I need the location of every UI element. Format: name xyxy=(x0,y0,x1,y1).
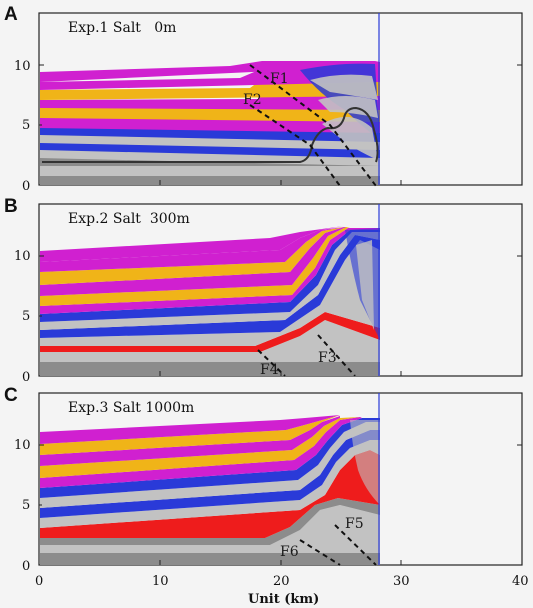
panel-title-a: Exp.1 Salt 0m xyxy=(68,20,176,36)
fault-label-f5: F5 xyxy=(345,516,364,532)
x-tick-10: 10 xyxy=(152,574,169,589)
panel-letter-a: A xyxy=(4,4,18,25)
y-tick-a-0: 0 xyxy=(22,179,30,194)
panel-b xyxy=(38,203,523,377)
strata-c xyxy=(40,415,380,565)
fault-line-f2 xyxy=(249,104,341,187)
panel-letter-b: B xyxy=(4,196,18,217)
strata-b xyxy=(40,226,380,376)
y-tick-5: 5 xyxy=(22,309,30,324)
fault-lines xyxy=(249,64,377,566)
y-tick-b-0: 0 xyxy=(22,370,30,385)
panel-title-b: Exp.2 Salt 300m xyxy=(68,211,190,227)
panel-a xyxy=(38,12,523,186)
y-tick-a-10: 10 xyxy=(14,59,31,74)
fault-label-f3: F3 xyxy=(318,350,337,366)
y-tick-c-0: 0 xyxy=(22,559,30,574)
strata-a xyxy=(40,61,380,185)
y-tick-5: 5 xyxy=(22,498,30,513)
x-tick-0: 0 xyxy=(35,574,43,589)
x-tick-20: 20 xyxy=(273,574,290,589)
x-axis: 0 10 20 30 40 Unit (km) xyxy=(35,180,529,607)
fault-label-f2: F2 xyxy=(243,92,262,108)
x-tick-40: 40 xyxy=(512,574,529,589)
y-tick-b-10: 10 xyxy=(14,249,31,264)
panel-letter-c: C xyxy=(4,385,18,406)
x-axis-label: Unit (km) xyxy=(248,592,319,607)
fault-label-f6: F6 xyxy=(280,544,299,560)
y-tick-5: 5 xyxy=(22,118,30,133)
fault-line-f1 xyxy=(249,64,377,187)
y-axis-ticks: 10 0 10 0 10 0 xyxy=(14,59,522,574)
fault-line-f5 xyxy=(334,524,377,566)
x-tick-30: 30 xyxy=(393,574,410,589)
fault-label-f4: F4 xyxy=(260,362,279,378)
y-tick-c-10: 10 xyxy=(14,438,31,453)
panel-c xyxy=(38,392,523,566)
fault-line-f3 xyxy=(317,334,356,377)
fault-line-f6 xyxy=(299,539,341,566)
fault-label-f1: F1 xyxy=(270,71,289,87)
panel-title-c: Exp.3 Salt 1000m xyxy=(68,400,194,416)
